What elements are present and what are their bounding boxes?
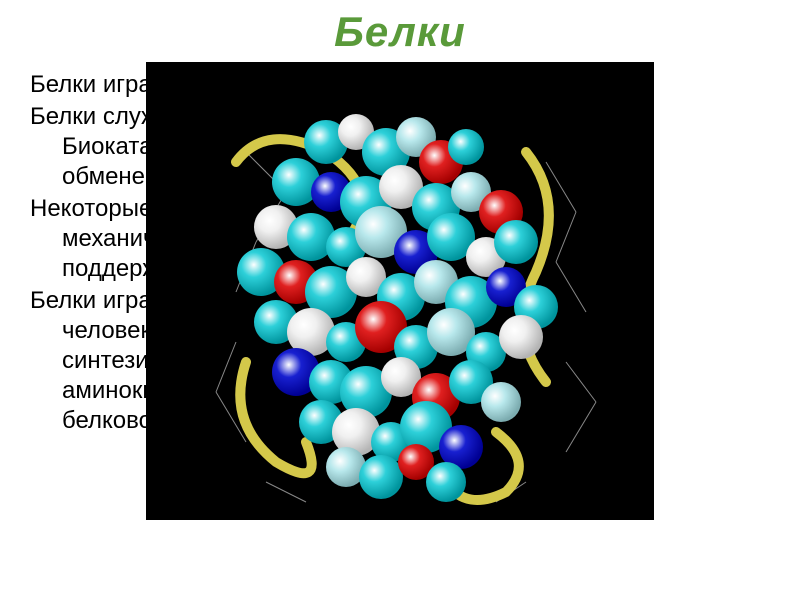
molecule-image: [146, 62, 654, 520]
molecule-svg: [146, 62, 654, 520]
slide: Белки Белки играют исключительную роль в…: [0, 0, 800, 600]
slide-title: Белки: [0, 0, 800, 56]
